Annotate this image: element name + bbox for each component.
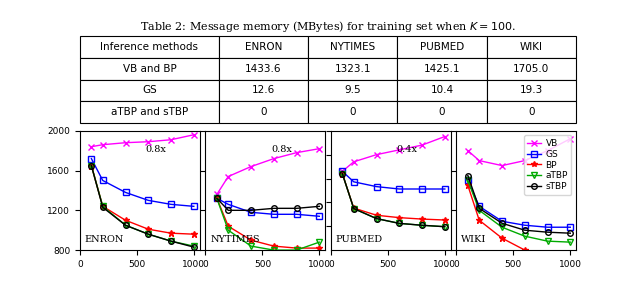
Text: 0.4x: 0.4x (397, 145, 418, 154)
Text: WIKI: WIKI (461, 235, 486, 244)
Text: 0.8x: 0.8x (146, 145, 166, 154)
Text: ENRON: ENRON (84, 235, 124, 244)
Text: PUBMED: PUBMED (336, 235, 383, 244)
Text: NYTIMES: NYTIMES (211, 235, 260, 244)
Title: Table 2: Message memory (MBytes) for training set when $K = 100$.: Table 2: Message memory (MBytes) for tra… (140, 19, 516, 34)
Text: 0.8x: 0.8x (271, 145, 292, 154)
Legend: VB, GS, BP, aTBP, sTBP: VB, GS, BP, aTBP, sTBP (524, 135, 572, 195)
